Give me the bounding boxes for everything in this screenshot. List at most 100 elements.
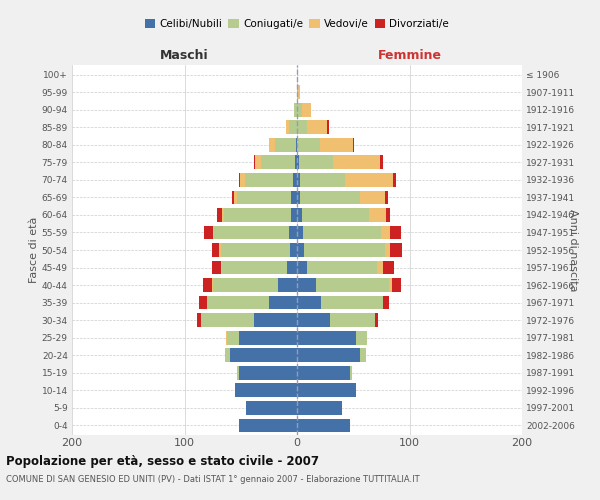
Bar <box>316 278 389 292</box>
Bar <box>346 173 392 186</box>
Bar <box>374 314 378 327</box>
Bar <box>207 296 269 310</box>
Bar <box>320 138 353 151</box>
Bar <box>297 314 329 327</box>
Legend: Celibi/Nubili, Coniugati/e, Vedovi/e, Divorziati/e: Celibi/Nubili, Coniugati/e, Vedovi/e, Di… <box>140 14 454 33</box>
Bar <box>221 243 290 257</box>
Bar <box>224 208 292 222</box>
Bar <box>293 103 297 117</box>
Bar <box>328 120 329 134</box>
Bar <box>199 296 207 310</box>
Bar <box>226 331 227 344</box>
Bar <box>238 366 239 380</box>
Bar <box>350 366 352 380</box>
Bar <box>254 314 297 327</box>
Bar <box>385 243 391 257</box>
Bar <box>261 156 295 169</box>
Bar <box>203 278 212 292</box>
Bar <box>221 260 287 274</box>
Bar <box>302 103 311 117</box>
Bar <box>203 226 212 239</box>
Y-axis label: Fasce di età: Fasce di età <box>29 217 39 283</box>
Bar <box>235 384 297 397</box>
Bar <box>297 243 304 257</box>
Bar <box>202 314 254 327</box>
Bar <box>269 296 297 310</box>
Bar <box>295 156 297 169</box>
Bar <box>296 138 297 151</box>
Bar <box>385 190 388 204</box>
Bar <box>297 138 320 151</box>
Bar <box>369 208 386 222</box>
Bar <box>247 401 297 414</box>
Bar <box>227 331 239 344</box>
Bar <box>391 243 401 257</box>
Bar <box>355 331 367 344</box>
Bar <box>225 348 229 362</box>
Bar <box>297 86 298 99</box>
Bar <box>297 208 302 222</box>
Bar <box>382 226 391 239</box>
Bar <box>297 103 302 117</box>
Bar <box>278 278 297 292</box>
Bar <box>269 138 275 151</box>
Bar <box>254 156 256 169</box>
Bar <box>289 120 297 134</box>
Bar <box>329 314 374 327</box>
Bar <box>297 331 355 344</box>
Bar <box>229 348 297 362</box>
Bar <box>197 314 202 327</box>
Bar <box>380 156 383 169</box>
Y-axis label: Anni di nascita: Anni di nascita <box>568 209 578 291</box>
Bar <box>297 296 320 310</box>
Bar <box>238 190 292 204</box>
Bar <box>383 260 394 274</box>
Bar <box>307 260 377 274</box>
Bar <box>217 208 221 222</box>
Bar <box>245 173 293 186</box>
Bar <box>333 156 380 169</box>
Bar <box>212 260 221 274</box>
Bar <box>297 156 299 169</box>
Text: COMUNE DI SAN GENESIO ED UNITI (PV) - Dati ISTAT 1° gennaio 2007 - Elaborazione : COMUNE DI SAN GENESIO ED UNITI (PV) - Da… <box>6 475 419 484</box>
Bar <box>302 226 382 239</box>
Bar <box>287 260 297 274</box>
Bar <box>293 173 297 186</box>
Bar <box>221 208 224 222</box>
Bar <box>301 173 346 186</box>
Bar <box>391 226 401 239</box>
Bar <box>377 260 383 274</box>
Bar <box>302 208 369 222</box>
Bar <box>386 208 391 222</box>
Bar <box>297 260 307 274</box>
Bar <box>239 366 297 380</box>
Bar <box>392 278 401 292</box>
Bar <box>297 348 360 362</box>
Bar <box>292 208 297 222</box>
Bar <box>297 384 355 397</box>
Bar <box>212 226 214 239</box>
Bar <box>286 120 289 134</box>
Bar <box>360 348 365 362</box>
Bar <box>301 190 360 204</box>
Bar <box>290 243 297 257</box>
Text: Popolazione per età, sesso e stato civile - 2007: Popolazione per età, sesso e stato civil… <box>6 455 319 468</box>
Bar <box>297 401 342 414</box>
Bar <box>239 331 297 344</box>
Bar <box>360 190 385 204</box>
Bar <box>307 120 328 134</box>
Bar <box>304 243 385 257</box>
Bar <box>220 243 221 257</box>
Bar <box>292 190 297 204</box>
Bar <box>297 278 316 292</box>
Bar <box>297 366 350 380</box>
Bar <box>320 296 383 310</box>
Bar <box>298 86 301 99</box>
Text: Maschi: Maschi <box>160 50 209 62</box>
Bar <box>389 278 392 292</box>
Bar <box>383 296 389 310</box>
Bar <box>297 173 301 186</box>
Bar <box>234 190 238 204</box>
Bar <box>256 156 261 169</box>
Bar <box>297 190 301 204</box>
